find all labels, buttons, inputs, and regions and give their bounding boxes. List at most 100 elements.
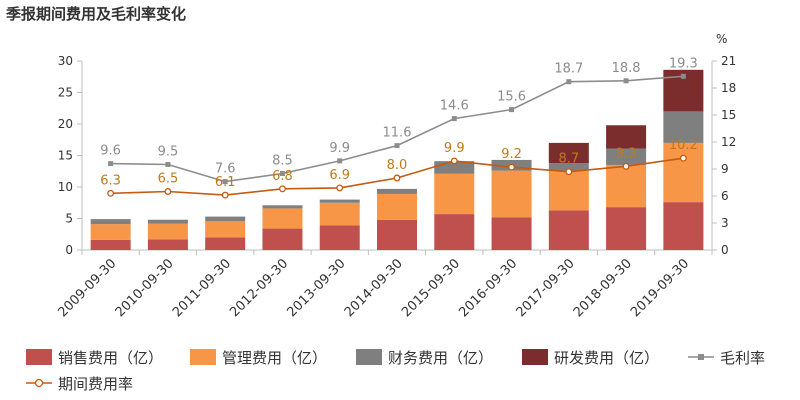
y-right-tick-label: 15	[721, 108, 736, 122]
bar-series-2	[90, 224, 131, 240]
bar-series-3	[205, 216, 246, 222]
y-right-tick-label: 18	[721, 81, 736, 95]
data-label-expense-ratio: 9.9	[444, 141, 465, 156]
y-left-tick-label: 25	[58, 86, 73, 100]
data-label-expense-ratio: 9.3	[616, 146, 637, 161]
data-label-gross-margin: 14.6	[440, 99, 469, 114]
data-label-gross-margin: 15.6	[497, 90, 526, 105]
point-gross-margin	[623, 78, 629, 84]
y-left-tick-label: 30	[58, 54, 73, 68]
bar-series-4	[548, 142, 589, 164]
x-tick-label: 2018-09-30	[571, 256, 635, 320]
bar-series-3	[663, 111, 704, 143]
y-right-tick-label: 3	[721, 216, 729, 230]
legend-label: 期间费用率	[58, 375, 133, 393]
y-right-tick-label: 12	[721, 135, 736, 149]
x-tick-label: 2013-09-30	[285, 256, 349, 320]
point-expense-ratio	[336, 184, 344, 192]
data-label-expense-ratio: 9.2	[501, 147, 522, 162]
bar-series-2	[147, 223, 188, 240]
data-label-gross-margin: 19.3	[669, 56, 698, 71]
point-expense-ratio	[221, 191, 229, 199]
y-left-tick-label: 10	[58, 180, 73, 194]
data-label-gross-margin: 9.5	[158, 145, 179, 160]
x-tick-label: 2009-09-30	[55, 256, 119, 320]
point-expense-ratio	[107, 189, 115, 197]
legend-swatch	[522, 349, 548, 365]
y-left-tick-label: 20	[58, 117, 73, 131]
plot-area: 0 5 10 15 20 25 30 0 3 6 9 12 15 18 21% 2009-09-302010-…	[55, 32, 736, 320]
y-right-tick-label: 6	[721, 189, 729, 203]
data-label-gross-margin: 11.6	[383, 126, 412, 141]
x-tick-label: 2016-09-30	[456, 256, 520, 320]
bar-series-2	[377, 193, 417, 220]
point-expense-ratio	[450, 157, 458, 165]
bar-series-1	[606, 207, 647, 250]
legend-marker-circle	[34, 378, 44, 388]
point-gross-margin	[451, 116, 457, 122]
legend-label: 财务费用（亿）	[388, 349, 493, 367]
data-label-gross-margin: 9.9	[329, 141, 350, 156]
bar-series-2	[663, 142, 704, 203]
y-right-unit: %	[716, 32, 727, 46]
point-expense-ratio	[622, 162, 630, 170]
legend-label: 毛利率	[720, 349, 765, 367]
point-expense-ratio	[164, 188, 172, 195]
y-right-tick-label: 21	[721, 54, 736, 68]
bar-series-4	[606, 125, 647, 149]
bar-series-2	[491, 170, 532, 218]
point-gross-margin	[108, 161, 114, 167]
bar-series-1	[262, 228, 303, 250]
legend-swatch	[356, 349, 382, 365]
x-tick-label: 2017-09-30	[514, 256, 578, 320]
bar-series-2	[606, 164, 647, 208]
legend-label: 研发费用（亿）	[554, 349, 659, 367]
x-tick-label: 2014-09-30	[342, 256, 406, 320]
bar-series-2	[548, 170, 589, 211]
bar-series-1	[147, 239, 188, 250]
data-label-gross-margin: 8.5	[272, 154, 293, 169]
x-tick-label: 2019-09-30	[628, 256, 692, 320]
x-tick-label: 2011-09-30	[170, 256, 234, 320]
bar-series-3	[606, 148, 647, 165]
bar-series-1	[205, 237, 246, 250]
data-label-expense-ratio: 6.3	[100, 173, 121, 188]
bar-series-1	[548, 210, 589, 250]
point-gross-margin	[566, 79, 572, 85]
data-label-expense-ratio: 10.2	[669, 138, 698, 153]
data-label-expense-ratio: 6.8	[272, 169, 293, 184]
bar-series-1	[377, 219, 417, 250]
point-gross-margin	[680, 73, 686, 79]
legend-marker-square	[698, 354, 704, 360]
legend-label: 销售费用（亿）	[58, 349, 163, 367]
point-gross-margin	[222, 179, 228, 185]
bar-series-1	[491, 217, 532, 250]
point-gross-margin	[509, 107, 515, 113]
bar-series-3	[90, 219, 131, 225]
y-right-tick-label: 9	[721, 162, 729, 176]
bar-series-3	[548, 163, 589, 171]
bar-series-2	[262, 208, 303, 229]
bar-series-3	[377, 188, 417, 194]
point-expense-ratio	[565, 168, 573, 176]
bar-series-1	[90, 239, 131, 250]
legend-swatch	[26, 349, 52, 365]
x-tick-label: 2010-09-30	[113, 256, 177, 320]
y-left-tick-label: 0	[65, 243, 73, 257]
data-label-gross-margin: 7.6	[215, 162, 236, 177]
bar-series-3	[147, 219, 188, 224]
bar-series-1	[434, 214, 475, 250]
bar-series-1	[663, 202, 704, 250]
data-label-expense-ratio: 8.7	[558, 152, 579, 167]
data-label-expense-ratio: 6.5	[158, 172, 179, 187]
y-left-tick-label: 15	[58, 149, 73, 163]
y-right-tick-label: 0	[721, 243, 729, 257]
bar-series-2	[319, 202, 360, 226]
data-label-gross-margin: 9.6	[100, 144, 121, 159]
data-label-gross-margin: 18.8	[612, 61, 641, 76]
chart-title: 季报期间费用及毛利率变化	[6, 5, 186, 23]
data-label-expense-ratio: 6.9	[329, 168, 350, 183]
data-label-expense-ratio: 6.1	[215, 175, 236, 190]
